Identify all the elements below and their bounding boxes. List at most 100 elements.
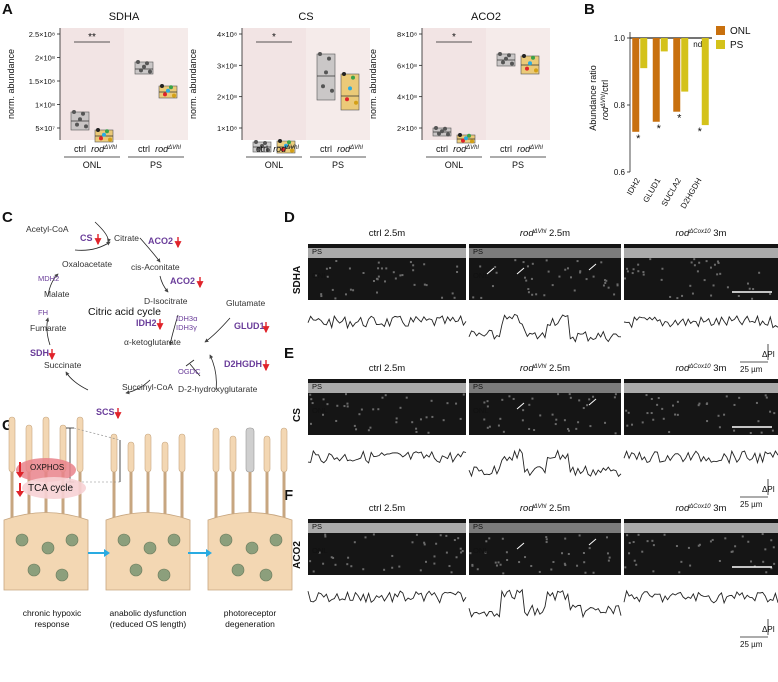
speckle [530,564,533,567]
speckle [335,419,338,422]
speckle [442,419,445,422]
speckle [725,395,728,398]
speckle [711,538,714,541]
y-tick-label: 1.0 [614,34,626,43]
speckle [631,272,634,275]
speckle [705,260,708,263]
speckle [652,570,655,573]
group-label-onl: ONL [445,160,464,170]
speckle [377,267,380,270]
speckle [758,271,761,274]
data-point [99,136,103,141]
onl-bg [242,28,306,140]
speckle [585,278,588,281]
speckle [584,571,587,574]
speckle [430,399,433,402]
speckle [412,269,415,272]
y-tick-label: 2×10⁸ [217,93,237,102]
speckle [652,544,655,547]
panel-label-a: A [2,1,13,18]
x-label-rod: rodΔVhl [91,144,117,154]
speckle [344,293,347,296]
col-header: ctrl 2.5m [369,228,406,239]
speckle [325,267,328,270]
speckle [689,284,692,287]
speckle [614,432,617,435]
speckle [394,277,397,280]
speckle [506,558,509,561]
speckle [309,422,312,425]
speckle [334,297,337,300]
speckle [433,562,436,565]
speckle [399,274,402,277]
speckle [538,570,541,573]
x-label-ctrl: ctrl [74,144,86,154]
speckle [769,410,772,413]
y-tick-label: 2.5×10⁸ [29,30,55,39]
data-point [348,86,352,91]
speckle [626,534,629,537]
group-label-ps: PS [332,160,344,170]
group-label-onl: ONL [83,160,102,170]
speckle [582,551,585,554]
speckle [346,402,349,405]
legend-onl: ONL [730,26,751,37]
data-point [354,100,358,105]
data-point [351,75,355,80]
data-point [281,147,285,152]
speckle [568,393,571,396]
nucleus [259,568,273,582]
box [316,53,336,101]
speckle [676,413,679,416]
speckle [605,536,608,539]
y-tick-label: 0.8 [614,101,626,110]
nd-label: nd [693,40,702,49]
y-tick-label: 2×10⁸ [35,54,55,63]
x-label-ctrl: ctrl [500,144,512,154]
speckle [731,550,734,553]
col-header: rodΔVhl 2.5m [520,228,570,239]
bar-ps-sucla2 [681,38,689,92]
speckle [600,261,603,264]
speckle [676,297,679,300]
speckle [480,296,483,299]
speckle [514,259,517,262]
intensity-trace [307,314,467,330]
speckle [726,286,729,289]
data-point [266,148,270,152]
data-point [507,53,511,58]
speckle [765,396,768,399]
label-onl: ONL [473,546,488,555]
speckle [561,552,564,555]
speckle [660,278,663,281]
speckle [360,408,363,411]
speckle [717,261,720,264]
enzyme-aco2-b: ACO2 [170,276,195,286]
speckle [522,261,525,264]
col-header: ctrl 2.5m [369,503,406,514]
col-header: rodΔVhl 2.5m [520,363,570,374]
x-label-rod: rodΔVhl [453,144,479,154]
speckle [650,397,653,400]
label-onl: ONL [312,271,327,280]
speckle [423,283,426,286]
speckle [395,417,398,420]
speckle [380,267,383,270]
speckle [545,538,548,541]
speckle [724,537,727,540]
speckle [471,564,474,567]
outer-segment [212,427,220,473]
speckle [624,277,627,280]
enzyme-mdh2: MDH2 [38,274,59,283]
speckle [462,393,465,396]
speckle [567,552,570,555]
ps-band [469,248,621,258]
speckle [698,402,701,405]
met-d2hg: D-2-hydroxyglutarate [178,384,258,394]
speckle [765,571,768,574]
speckle [392,271,395,274]
data-point [163,92,167,97]
speckle [579,270,582,273]
speckle [604,421,607,424]
speckle [573,289,576,292]
